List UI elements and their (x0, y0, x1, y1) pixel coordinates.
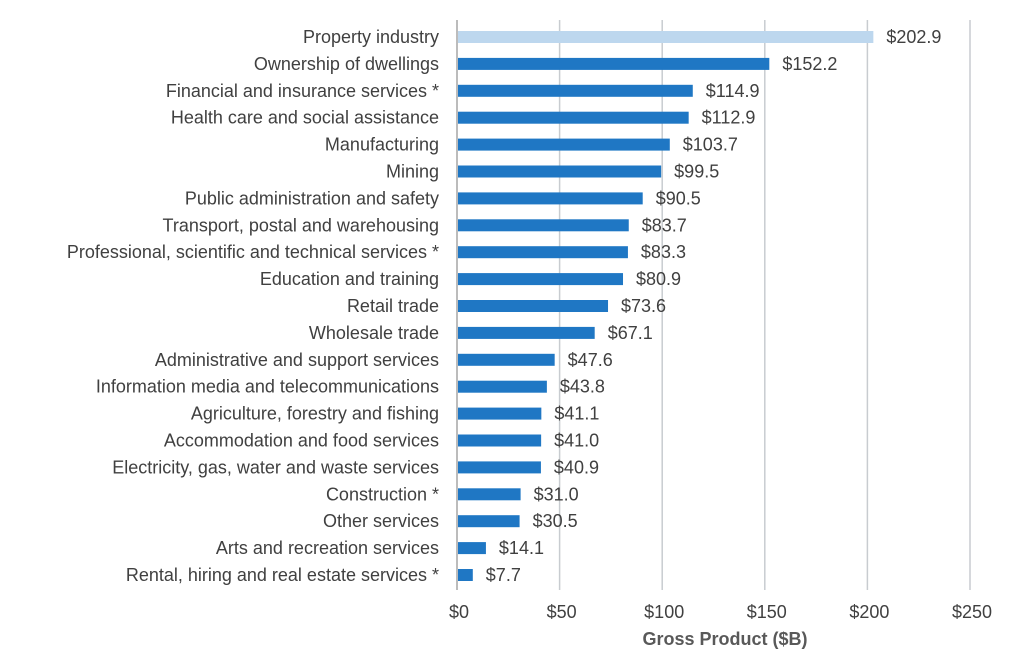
value-label: $41.0 (554, 431, 599, 451)
value-label: $67.1 (608, 323, 653, 343)
category-label: Ownership of dwellings (254, 54, 439, 74)
bar (458, 434, 542, 447)
x-tick-label: $50 (547, 602, 577, 622)
bar (458, 353, 555, 366)
bar (458, 488, 521, 501)
bars (458, 31, 874, 581)
category-label: Arts and recreation services (216, 538, 439, 558)
bar (458, 57, 770, 70)
category-label: Administrative and support services (155, 350, 439, 370)
bar (458, 273, 624, 286)
category-label: Manufacturing (325, 135, 439, 155)
bar (458, 380, 547, 393)
bar (458, 165, 662, 178)
value-label: $31.0 (534, 484, 579, 504)
value-label: $83.7 (642, 215, 687, 235)
x-tick-label: $150 (747, 602, 787, 622)
category-label: Information media and telecommunications (96, 377, 439, 397)
category-label: Agriculture, forestry and fishing (191, 404, 439, 424)
category-label: Professional, scientific and technical s… (67, 242, 439, 262)
category-label: Rental, hiring and real estate services … (126, 565, 439, 585)
bar (458, 84, 693, 97)
bar (458, 515, 520, 528)
value-label: $80.9 (636, 269, 681, 289)
category-label: Accommodation and food services (164, 431, 439, 451)
value-label: $41.1 (554, 404, 599, 424)
x-axis-title: Gross Product ($B) (642, 629, 807, 649)
category-label: Education and training (260, 269, 439, 289)
value-label: $202.9 (886, 27, 941, 47)
value-label: $99.5 (674, 162, 719, 182)
bar (458, 219, 629, 232)
x-tick-label: $200 (849, 602, 889, 622)
bar (458, 542, 486, 555)
x-tick-labels: $0 $50 $100 $150 $200 $250 (449, 602, 992, 622)
category-label: Transport, postal and warehousing (163, 215, 440, 235)
bar (458, 407, 542, 420)
x-tick-label: $250 (952, 602, 992, 622)
category-labels: Property industry Ownership of dwellings F… (67, 27, 439, 585)
category-label: Property industry (303, 27, 439, 47)
category-label: Retail trade (347, 296, 439, 316)
category-label: Public administration and safety (185, 188, 439, 208)
category-label: Financial and insurance services * (166, 81, 439, 101)
value-label: $43.8 (560, 377, 605, 397)
value-label: $114.9 (706, 81, 760, 101)
x-tick-label: $100 (644, 602, 684, 622)
category-label: Electricity, gas, water and waste servic… (112, 457, 439, 477)
value-label: $47.6 (568, 350, 613, 370)
value-label: $40.9 (554, 457, 599, 477)
value-label: $103.7 (683, 135, 738, 155)
bar (458, 461, 541, 474)
value-label: $152.2 (782, 54, 837, 74)
bar (458, 111, 689, 124)
value-labels: $202.9 $152.2 $114.9 $112.9 $103.7 $99.5 $90.5… (486, 27, 942, 585)
value-label: $90.5 (656, 188, 701, 208)
value-label: $14.1 (499, 538, 544, 558)
bar (458, 246, 628, 259)
x-tick-label: $0 (449, 602, 469, 622)
bar (458, 31, 874, 43)
value-label: $30.5 (533, 511, 578, 531)
value-label: $73.6 (621, 296, 666, 316)
bar (458, 300, 609, 312)
category-label: Construction * (326, 484, 439, 504)
category-label: Other services (323, 511, 439, 531)
value-label: $83.3 (641, 242, 686, 262)
value-label: $112.9 (702, 108, 756, 128)
bar (458, 326, 595, 339)
category-label: Health care and social assistance (171, 108, 439, 128)
bar (458, 138, 670, 151)
category-label: Mining (386, 162, 439, 182)
bar (458, 569, 473, 581)
bar (458, 192, 643, 205)
category-label: Wholesale trade (309, 323, 439, 343)
value-label: $7.7 (486, 565, 521, 585)
